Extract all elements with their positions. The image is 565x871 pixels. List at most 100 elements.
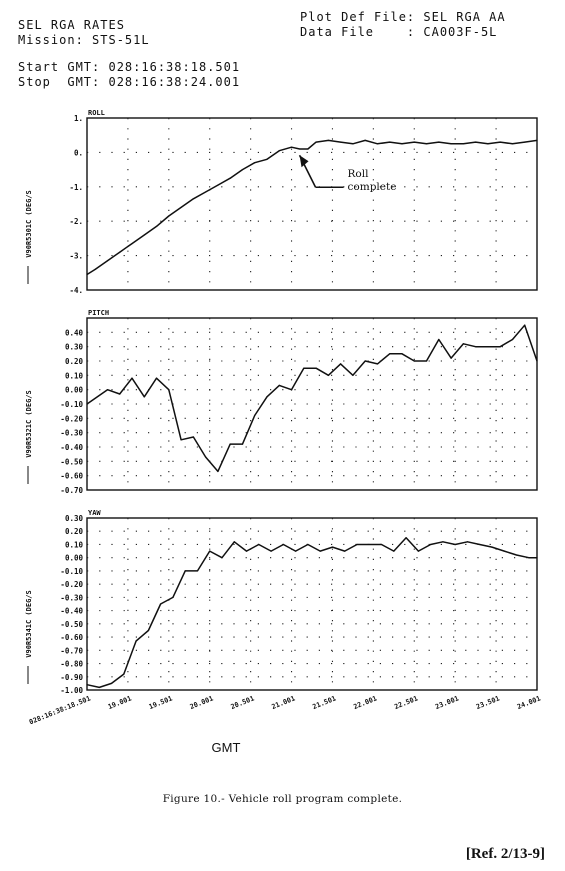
data-point bbox=[524, 324, 526, 326]
data-point bbox=[205, 456, 207, 458]
data-point bbox=[94, 268, 96, 270]
data-point bbox=[364, 139, 366, 141]
data-point bbox=[413, 141, 415, 143]
data-point bbox=[511, 338, 514, 341]
series-line bbox=[86, 324, 538, 473]
data-point bbox=[233, 541, 235, 543]
plot-frame bbox=[86, 517, 538, 691]
y-tick-label: -0.50 bbox=[60, 457, 83, 466]
panel-title: ROLL bbox=[88, 109, 105, 117]
data-point bbox=[98, 686, 100, 688]
data-point bbox=[401, 143, 403, 145]
data-point bbox=[131, 377, 133, 379]
data-point bbox=[479, 543, 481, 546]
figure-caption: Figure 10.- Vehicle roll program complet… bbox=[162, 793, 403, 805]
data-point bbox=[123, 673, 125, 675]
y-tick-label: -0.90 bbox=[60, 673, 83, 682]
data-point bbox=[229, 177, 231, 179]
x-tick-label: 21.501 bbox=[311, 694, 337, 711]
data-point bbox=[266, 158, 268, 160]
data-point bbox=[380, 543, 383, 546]
data-point bbox=[299, 148, 301, 150]
data-point bbox=[295, 550, 297, 552]
series-line bbox=[86, 139, 538, 276]
data-point bbox=[536, 557, 538, 559]
data-point bbox=[209, 550, 211, 552]
data-point bbox=[229, 443, 231, 445]
data-point bbox=[184, 570, 186, 572]
data-point bbox=[475, 141, 477, 143]
data-point bbox=[303, 367, 305, 369]
y-tick-label: -0.60 bbox=[60, 472, 83, 481]
start-gmt: Start GMT: 028:16:38:18.501 bbox=[18, 60, 241, 74]
y-tick-label: 0.00 bbox=[65, 554, 84, 563]
data-point bbox=[450, 357, 452, 359]
data-point bbox=[192, 198, 194, 200]
data-point bbox=[192, 436, 194, 438]
data-point bbox=[205, 191, 207, 193]
x-tick-label: 23.501 bbox=[475, 694, 501, 711]
data-point bbox=[462, 343, 464, 345]
data-point bbox=[417, 550, 419, 552]
y-tick-label: -4. bbox=[69, 286, 83, 295]
data-point bbox=[86, 403, 88, 405]
data-point bbox=[491, 546, 493, 548]
y-tick-label: -0.40 bbox=[60, 443, 83, 452]
data-point bbox=[389, 141, 391, 143]
data-point bbox=[131, 242, 133, 245]
y-tick-label: 0.20 bbox=[65, 357, 84, 366]
data-point bbox=[315, 367, 317, 369]
y-tick-label: -0.80 bbox=[60, 660, 83, 669]
data-point bbox=[241, 443, 244, 445]
data-point bbox=[352, 143, 354, 145]
y-tick-label: -0.30 bbox=[60, 429, 83, 438]
data-point bbox=[119, 393, 121, 395]
data-point bbox=[86, 273, 88, 276]
data-point bbox=[155, 377, 158, 379]
plot-frame bbox=[86, 317, 538, 491]
data-point bbox=[413, 360, 415, 362]
data-point bbox=[270, 550, 272, 552]
y-tick-label: -0.60 bbox=[60, 633, 83, 642]
data-point bbox=[376, 143, 379, 145]
data-point bbox=[499, 141, 501, 143]
y-tick-label: 0. bbox=[74, 148, 83, 157]
data-point bbox=[393, 550, 395, 552]
y-tick-label: -1. bbox=[69, 183, 83, 192]
data-point bbox=[462, 143, 464, 145]
data-point bbox=[368, 543, 370, 546]
data-point bbox=[466, 541, 469, 543]
data-point bbox=[327, 139, 329, 141]
data-point bbox=[389, 353, 391, 355]
y-tick-label: -1.00 bbox=[60, 686, 83, 695]
data-point bbox=[168, 215, 170, 217]
data-point bbox=[524, 141, 526, 143]
data-point bbox=[487, 346, 489, 348]
data-point bbox=[143, 234, 145, 236]
data-point bbox=[119, 251, 121, 253]
y-tick-label: 0.10 bbox=[65, 371, 84, 380]
data-point bbox=[221, 557, 223, 559]
data-point bbox=[528, 557, 530, 559]
x-tick-label: 21.001 bbox=[271, 694, 297, 711]
x-axis-label: GMT bbox=[212, 740, 241, 755]
series-line bbox=[86, 537, 537, 689]
y-axis-label: V90R5341C (DEG/S bbox=[25, 590, 33, 657]
x-tick-label: 22.501 bbox=[393, 694, 419, 711]
data-point bbox=[487, 143, 489, 145]
data-point bbox=[196, 570, 199, 572]
data-point bbox=[106, 260, 109, 262]
y-tick-label: -0.70 bbox=[60, 486, 83, 495]
y-tick-label: 0.00 bbox=[65, 386, 84, 395]
x-tick-label: 19.001 bbox=[107, 694, 133, 711]
data-point bbox=[172, 596, 174, 598]
arrowhead-icon bbox=[299, 155, 309, 168]
data-point bbox=[147, 629, 149, 632]
panel-title: PITCH bbox=[88, 309, 109, 317]
data-point bbox=[155, 225, 158, 227]
chart-panel-0: Roll complete bbox=[27, 117, 538, 291]
data-point bbox=[536, 360, 538, 362]
x-tick-label: 20.001 bbox=[189, 694, 215, 711]
stop-gmt: Stop GMT: 028:16:38:24.001 bbox=[18, 75, 241, 89]
mission-label: Mission: STS-51L bbox=[18, 33, 150, 47]
